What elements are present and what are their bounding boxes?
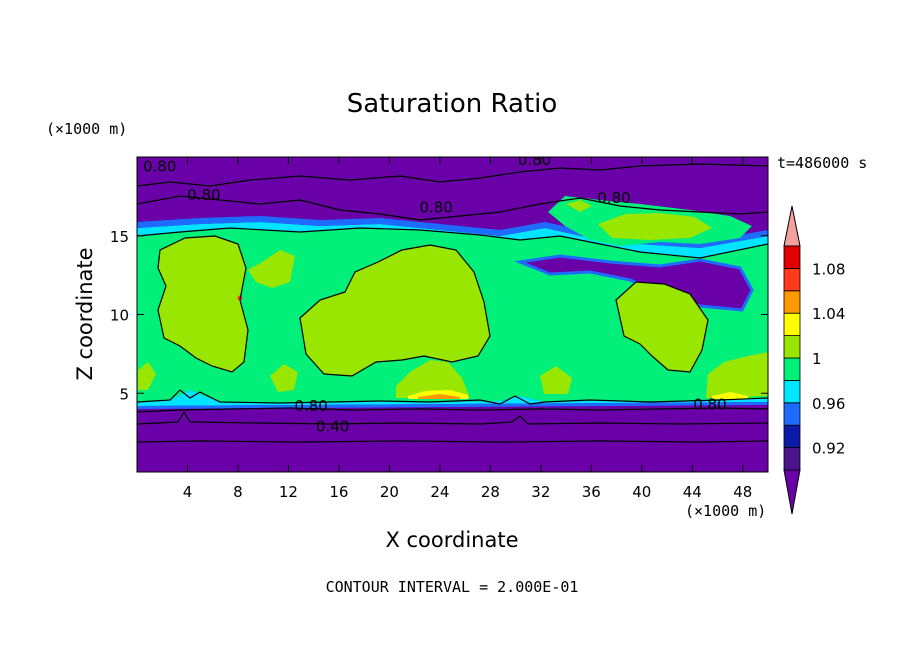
- contour-label: 0.40: [316, 417, 349, 435]
- colorbar-tick-label: 0.96: [812, 395, 845, 413]
- colorbar-tick-label: 1.04: [812, 305, 845, 323]
- colorbar-band: [783, 267, 801, 292]
- y-tick-label: 5: [119, 385, 129, 403]
- field-band-096-upper: [137, 222, 768, 258]
- field-band-094-lower: [137, 402, 768, 409]
- x-tick-label: 16: [329, 483, 348, 501]
- time-label: t=486000 s: [777, 154, 867, 172]
- field-cloud-3: [396, 360, 470, 398]
- y-unit-label: (×1000 m): [46, 120, 127, 138]
- field-cloud-6: [270, 364, 298, 392]
- x-tick-label: 48: [733, 483, 752, 501]
- plot-area: 0.80 0.80 0.80 0.80 0.80 0.80 0.80 0.40: [137, 151, 768, 472]
- contour-lines: [137, 163, 768, 443]
- field-cloud-5: [706, 352, 768, 398]
- field-cloud-2: [300, 245, 490, 376]
- x-tick-label: 40: [632, 483, 651, 501]
- colorbar-band: [783, 290, 801, 314]
- y-tick-label: 15: [110, 228, 129, 246]
- field-cloud-2b: [248, 250, 295, 288]
- colorbar-band: [783, 312, 801, 337]
- x-axis: 4 8 12 16 20 24 28 32 36 40 44 48: [183, 157, 752, 501]
- contour-label: 0.80: [187, 186, 220, 204]
- field-patch-dry-right-edge: [514, 254, 754, 312]
- colorbar-band: [783, 402, 801, 426]
- x-tick-label: 20: [380, 483, 399, 501]
- x-axis-label: X coordinate: [385, 528, 518, 552]
- field-patch-upper-2: [598, 213, 712, 240]
- x-tick-label: 36: [582, 483, 601, 501]
- field-cloud-1: [158, 236, 248, 372]
- x-unit-label: (×1000 m): [685, 502, 766, 520]
- colorbar-band: [783, 357, 801, 381]
- x-tick-label: 44: [683, 483, 702, 501]
- contour-label: 0.80: [143, 157, 176, 175]
- field-cloud-7: [138, 362, 156, 390]
- x-tick-label: 32: [531, 483, 550, 501]
- colorbar-over-arrow: [783, 205, 801, 247]
- contour-label: 0.80: [693, 395, 726, 413]
- contour-label: 0.80: [597, 189, 630, 207]
- colorbar-band: [783, 424, 801, 449]
- colorbar-band: [783, 245, 801, 269]
- field-spot-yellow-2: [712, 392, 748, 399]
- contour-label: 0.80: [419, 198, 452, 216]
- field-patch-dry-right: [520, 256, 752, 310]
- x-tick-label: 8: [233, 483, 243, 501]
- colorbar: 0.92 0.96 1 1.04 1.08: [783, 205, 845, 515]
- contour-label: 0.80: [518, 151, 551, 169]
- chart-title: Saturation Ratio: [347, 89, 558, 119]
- x-tick-label: 24: [430, 483, 449, 501]
- colorbar-under-arrow: [783, 469, 801, 515]
- colorbar-band: [783, 379, 801, 404]
- field-spot-orange-1: [418, 394, 460, 399]
- colorbar-band: [783, 335, 801, 359]
- x-tick-label: 12: [279, 483, 298, 501]
- y-axis-label: Z coordinate: [73, 247, 97, 380]
- field-band-096-lower: [137, 390, 768, 406]
- x-tick-label: 28: [481, 483, 500, 501]
- x-tick-label: 4: [183, 483, 193, 501]
- colorbar-tick-label: 1.08: [812, 260, 845, 278]
- field-cloud-8: [540, 366, 572, 394]
- field-cloud-4: [616, 282, 708, 372]
- y-tick-label: 10: [110, 307, 129, 325]
- contour-label: 0.80: [294, 397, 327, 415]
- field-patch-upper-3: [566, 200, 592, 212]
- colorbar-tick-label: 1: [812, 350, 822, 368]
- colorbar-tick-label: 0.92: [812, 440, 845, 458]
- contour-interval-footer: CONTOUR INTERVAL = 2.000E-01: [326, 578, 579, 596]
- contour-labels: 0.80 0.80 0.80 0.80 0.80 0.80 0.80 0.40: [143, 151, 727, 435]
- colorbar-band: [783, 447, 801, 471]
- y-axis: 5 10 15: [110, 228, 768, 403]
